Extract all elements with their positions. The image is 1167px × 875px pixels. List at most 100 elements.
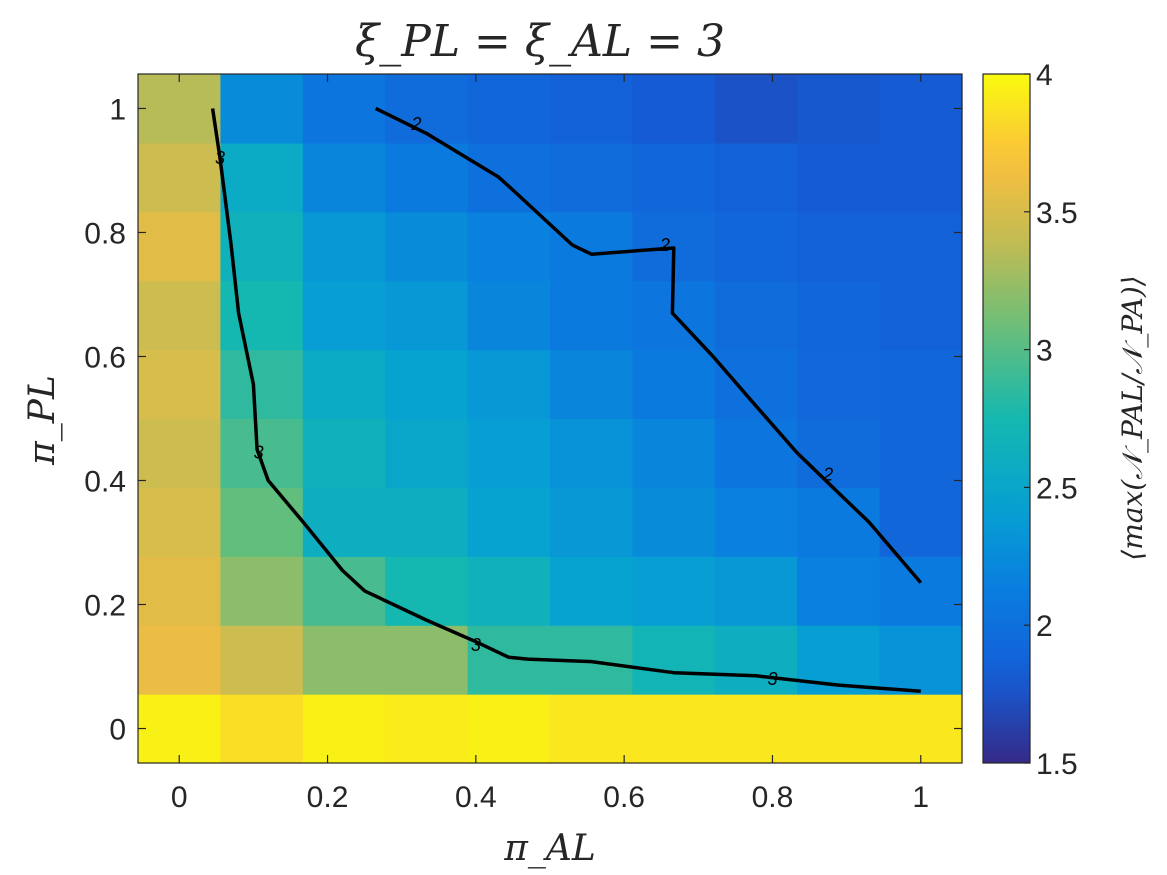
heatmap-cell — [797, 556, 881, 626]
heatmap-cell — [138, 625, 222, 695]
heatmap-cell — [220, 349, 304, 420]
contour-label-3: 3 — [767, 669, 777, 689]
colorbar-tick-label: 2 — [1036, 610, 1053, 643]
heatmap-cell — [632, 349, 716, 420]
heatmap-cell — [550, 556, 634, 626]
heatmap-cell — [714, 280, 798, 351]
colorbar-tick-label: 4 — [1036, 59, 1053, 92]
heatmap-cell — [220, 142, 304, 213]
heatmap-cell — [138, 556, 222, 626]
heatmap-cell — [220, 487, 304, 557]
heatmap-cell — [385, 556, 469, 626]
heatmap-cell — [385, 211, 469, 282]
svg-text:2: 2 — [659, 235, 670, 255]
heatmap-cell — [467, 694, 551, 764]
plot-axes-box — [137, 73, 963, 764]
heatmap-cell — [632, 418, 716, 489]
heatmap-cell — [138, 74, 222, 144]
heatmap-cell — [879, 694, 963, 764]
colorbar-tick-label: 1.5 — [1036, 748, 1078, 781]
x-tick-label: 1 — [912, 781, 929, 814]
heatmap-cell — [714, 211, 798, 282]
heatmap-cell — [879, 280, 963, 351]
heatmap-cell — [550, 280, 634, 351]
y-tick-label: 0.6 — [84, 341, 126, 374]
heatmap-cell — [138, 487, 222, 557]
svg-text:3: 3 — [254, 443, 264, 463]
heatmap-cell — [467, 74, 551, 144]
x-tick-label: 0 — [171, 781, 188, 814]
y-tick-label: 1 — [109, 93, 126, 126]
heatmap-cell — [467, 211, 551, 282]
heatmap-cell — [302, 556, 386, 626]
heatmap-cell — [385, 694, 469, 764]
heatmap-cell — [879, 349, 963, 420]
heatmap-cell — [879, 625, 963, 695]
heatmap-cell — [632, 487, 716, 557]
heatmap-cell — [797, 280, 881, 351]
heatmap-cell — [797, 694, 881, 764]
heatmap-cell — [879, 211, 963, 282]
heatmap-cell — [385, 418, 469, 489]
heatmap-cell — [220, 74, 304, 144]
y-tick-label: 0.2 — [84, 590, 126, 623]
heatmap-cell — [220, 625, 304, 695]
heatmap-cell — [550, 487, 634, 557]
svg-text:3: 3 — [767, 669, 777, 689]
heatmap-cell — [797, 418, 881, 489]
heatmap-cell — [797, 74, 881, 144]
heatmap-cell — [797, 211, 881, 282]
heatmap-cell — [797, 487, 881, 557]
contour-label-2: 2 — [659, 235, 670, 255]
heatmap-cell — [550, 142, 634, 213]
heatmap-cell — [879, 74, 963, 144]
heatmap-cell — [467, 418, 551, 489]
colorbar — [982, 73, 1031, 764]
heatmap-cell — [302, 211, 386, 282]
heatmap-cell — [467, 487, 551, 557]
svg-text:2: 2 — [822, 464, 833, 484]
colorbar-tick-label: 3.5 — [1036, 197, 1078, 230]
heatmap-cell — [302, 280, 386, 351]
svg-text:2: 2 — [411, 114, 422, 134]
heatmap-cell — [632, 694, 716, 764]
heatmap-cell — [220, 280, 304, 351]
heatmap-cell — [302, 349, 386, 420]
heatmap-cell — [302, 487, 386, 557]
heatmap-cell — [138, 211, 222, 282]
contour-line-2 — [374, 106, 923, 584]
contour-label-3: 3 — [215, 148, 225, 168]
heatmap-cell — [302, 74, 386, 144]
heatmap-cell — [385, 487, 469, 557]
heatmap-cell — [632, 142, 716, 213]
heatmap-cell — [550, 211, 634, 282]
y-axis-label: π_PL — [22, 375, 63, 466]
heatmap-cell — [467, 142, 551, 213]
heatmap-cell — [302, 625, 386, 695]
heatmap-cell — [714, 556, 798, 626]
heatmap-cell — [714, 487, 798, 557]
colorbar-tick-label: 2.5 — [1036, 472, 1078, 505]
y-tick-label: 0.4 — [84, 466, 126, 499]
heatmap-cell — [714, 694, 798, 764]
heatmap-cell — [302, 418, 386, 489]
heatmap-cell — [220, 694, 304, 764]
heatmap-cell — [550, 694, 634, 764]
heatmap-cell — [714, 142, 798, 213]
heatmap-cell — [138, 418, 222, 489]
contour-label-3: 3 — [254, 443, 264, 463]
heatmap-cell — [797, 349, 881, 420]
heatmap-cell — [302, 694, 386, 764]
heatmap-cell — [879, 556, 963, 626]
x-tick-label: 0.8 — [752, 781, 794, 814]
heatmap-cell — [385, 280, 469, 351]
heatmap-cell — [138, 280, 222, 351]
heatmap-cell — [632, 556, 716, 626]
heatmap-cell — [879, 487, 963, 557]
heatmap-cell — [467, 349, 551, 420]
heatmap-cell — [467, 556, 551, 626]
contour-label-2: 2 — [822, 464, 833, 484]
heatmap-cell — [632, 625, 716, 695]
heatmap-cell — [632, 74, 716, 144]
